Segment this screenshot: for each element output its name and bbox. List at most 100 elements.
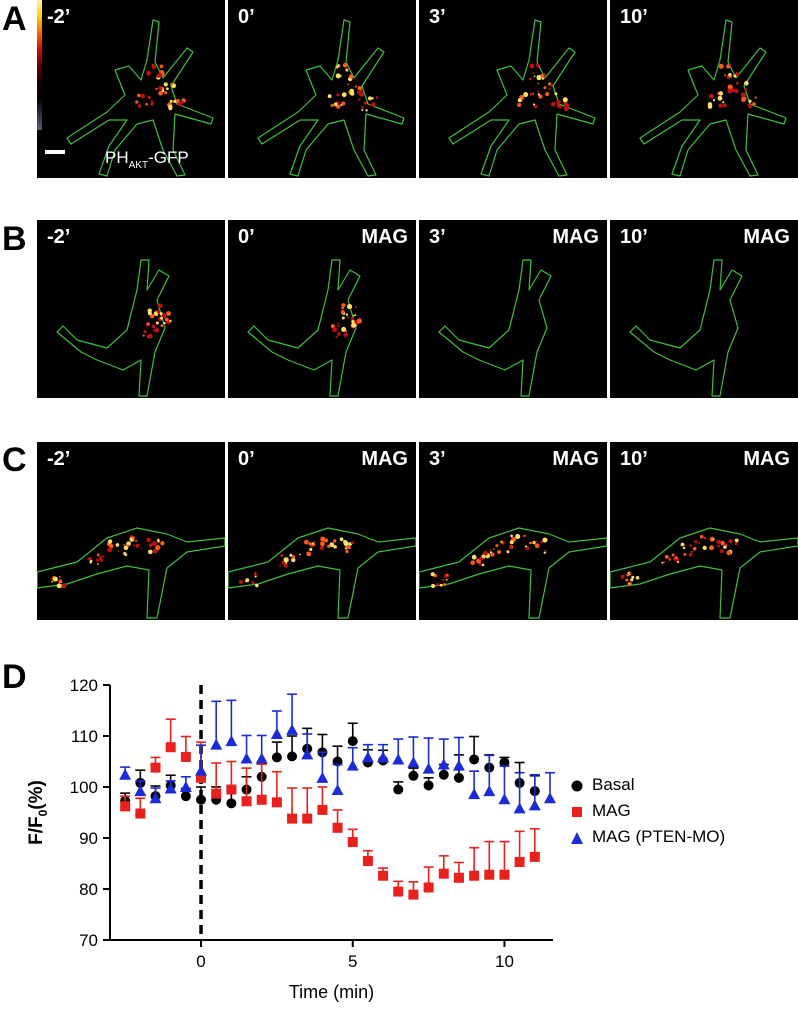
data-point — [271, 797, 282, 808]
image-b1: -2’ — [37, 220, 225, 398]
condition-label: MAG — [361, 226, 408, 248]
time-label: -2’ — [47, 448, 71, 470]
series-mag-pten-mo — [119, 693, 556, 814]
data-point — [378, 870, 389, 881]
data-point — [437, 758, 450, 770]
image-a2: 0’ — [228, 0, 416, 178]
data-point — [195, 764, 208, 776]
time-label: 10’ — [620, 448, 648, 470]
data-point — [256, 794, 267, 805]
neuron-image — [37, 527, 225, 619]
neuron-image — [228, 527, 416, 619]
panel-label-a: A — [2, 0, 27, 38]
plot-area: 70 80 90 100 110 120 0 5 10 Time (min) F/F0(%) — [26, 676, 553, 1002]
x-tick-label: 5 — [348, 952, 357, 971]
data-point — [499, 869, 510, 880]
data-point — [241, 796, 252, 807]
data-point — [347, 837, 358, 848]
data-point — [120, 801, 131, 812]
timecourse-chart: 70 80 90 100 110 120 0 5 10 Time (min) F/F0(%) — [26, 676, 556, 1002]
data-point — [483, 785, 496, 797]
data-point — [468, 788, 481, 800]
legend-item-basal: Basal — [570, 775, 635, 795]
data-point — [180, 751, 191, 762]
image-c1: -2’ — [37, 442, 225, 620]
data-point — [316, 771, 329, 783]
time-label: 3’ — [429, 6, 446, 28]
data-point — [317, 804, 328, 815]
image-b3: 3’ MAG — [419, 220, 607, 398]
data-point — [407, 756, 420, 768]
protein-label: PHAKT-GFP — [105, 148, 189, 171]
intensity-colorbar — [37, 0, 42, 130]
time-label: 0’ — [238, 6, 255, 28]
time-label: 3’ — [429, 226, 446, 248]
data-point — [301, 748, 314, 760]
y-tick-label: 90 — [79, 829, 98, 848]
panel-label-b: B — [2, 220, 27, 258]
data-point — [438, 868, 449, 879]
data-point — [225, 735, 238, 747]
condition-label: MAG — [743, 226, 790, 248]
data-point — [226, 784, 237, 795]
time-label: 0’ — [238, 448, 255, 470]
circle-marker-icon — [571, 780, 583, 792]
data-point — [286, 723, 299, 735]
data-point — [255, 752, 268, 764]
data-point — [164, 782, 177, 794]
time-label: 10’ — [620, 6, 648, 28]
y-tick-label: 80 — [79, 880, 98, 899]
neuron-image — [56, 259, 172, 397]
image-c3: 3’ MAG — [419, 442, 607, 620]
condition-label: MAG — [552, 226, 599, 248]
time-label: -2’ — [47, 226, 71, 248]
data-point — [287, 813, 298, 824]
data-point — [165, 742, 176, 753]
data-point — [393, 886, 404, 897]
data-point — [119, 768, 132, 780]
data-point — [347, 736, 358, 747]
data-point — [498, 793, 511, 805]
image-b2: 0’ MAG — [228, 220, 416, 398]
x-axis-label: Time (min) — [289, 982, 374, 1002]
data-point — [423, 780, 434, 791]
x-tick-label: 0 — [196, 952, 205, 971]
y-axis-label: F/F0(%) — [26, 780, 50, 845]
image-a1: -2’ PHAKT-GFP — [37, 0, 225, 178]
data-point — [150, 762, 161, 773]
data-point — [331, 784, 344, 796]
data-point — [361, 751, 374, 763]
data-point — [423, 882, 434, 893]
data-point — [196, 794, 207, 805]
image-c4: 10’ MAG — [610, 442, 798, 620]
data-point — [346, 759, 359, 771]
data-point — [362, 855, 373, 866]
data-point — [513, 802, 526, 814]
data-point — [179, 781, 192, 792]
series-mag — [120, 718, 540, 900]
data-point — [393, 784, 404, 795]
data-point — [543, 792, 556, 804]
data-point — [270, 727, 283, 739]
data-point — [134, 785, 147, 797]
neuron-image — [639, 19, 787, 177]
data-point — [210, 738, 223, 750]
neuron-image — [66, 19, 214, 177]
time-label: 10’ — [620, 226, 648, 248]
data-point — [302, 813, 313, 824]
data-point — [408, 889, 419, 900]
data-point — [287, 751, 298, 762]
data-point — [135, 808, 146, 819]
y-tick-label: 70 — [79, 931, 98, 950]
neuron-image — [610, 527, 798, 619]
image-a4: 10’ — [610, 0, 798, 178]
data-point — [271, 752, 282, 763]
data-point — [240, 752, 253, 764]
data-point — [469, 754, 480, 765]
data-point — [149, 792, 162, 804]
data-point — [211, 788, 222, 799]
legend-item-mag: MAG — [570, 801, 631, 821]
data-point — [514, 856, 525, 867]
data-point — [528, 799, 541, 811]
neuron-image — [257, 19, 405, 177]
